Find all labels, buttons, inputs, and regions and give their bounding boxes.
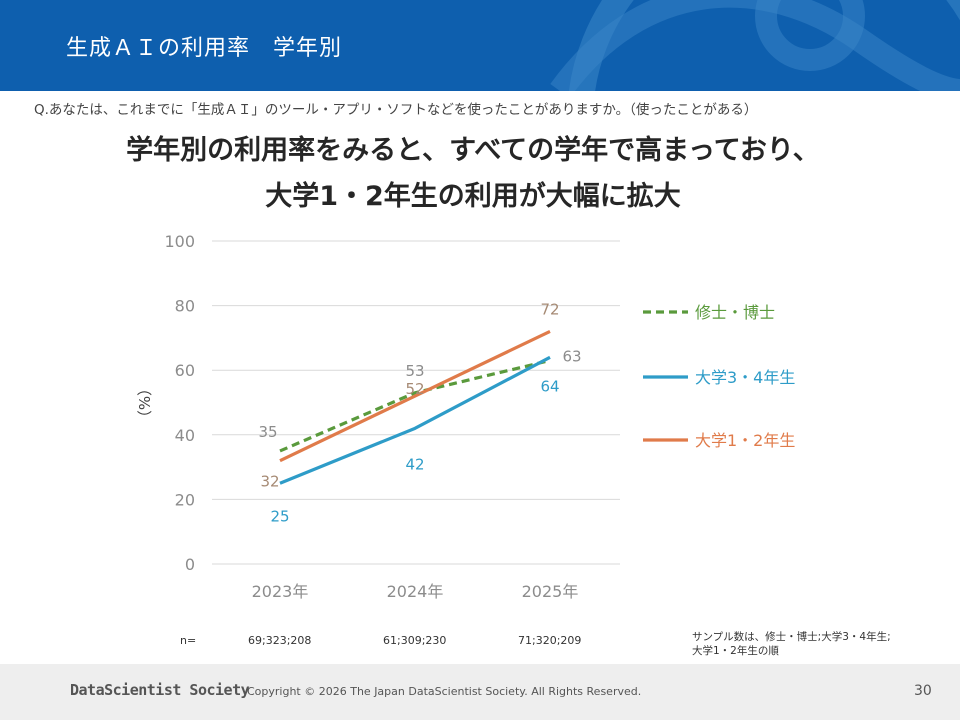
- sample-note-line-2: 大学1・2年生の順: [692, 645, 779, 657]
- header-decoration: [550, 0, 960, 91]
- data-label: 25: [270, 507, 289, 525]
- headline-line-1: 学年別の利用率をみると、すべての学年で高まっており、: [126, 135, 820, 166]
- page-number: 30: [914, 683, 932, 699]
- data-label: 52: [405, 380, 424, 398]
- data-label: 35: [258, 423, 277, 441]
- y-tick-label: 100: [164, 232, 195, 251]
- header-band: 生成ＡＩの利用率 学年別: [0, 0, 960, 91]
- footer-band: [0, 664, 960, 720]
- series-line-1: [279, 358, 551, 453]
- headline-line-2: 大学1・2年生の利用が大幅に拡大: [265, 181, 681, 212]
- legend-label-1: 修士・博士: [695, 303, 775, 322]
- series-line-2: [279, 355, 551, 485]
- data-label: 42: [405, 455, 424, 473]
- data-label: 53: [405, 362, 424, 380]
- y-tick-label: 60: [175, 361, 195, 380]
- y-tick-label: 0: [185, 555, 195, 574]
- data-label: 63: [562, 348, 581, 366]
- sample-note: サンプル数は、修士・博士;大学3・4年生; 大学1・2年生の順: [692, 630, 891, 658]
- legend-label-2: 大学3・4年生: [695, 368, 795, 387]
- sample-note-line-1: サンプル数は、修士・博士;大学3・4年生;: [692, 631, 891, 643]
- y-tick-label: 20: [175, 490, 195, 509]
- footer-copyright: Copyright © 2026 The Japan DataScientist…: [247, 685, 642, 698]
- sample-size-2023: 69;323;208: [248, 634, 312, 647]
- legend-label-3: 大学1・2年生: [695, 431, 795, 450]
- y-tick-label: 40: [175, 426, 195, 445]
- x-tick-label: 2024年: [387, 582, 444, 601]
- data-label: 72: [540, 300, 559, 318]
- y-axis-label: （%）: [136, 381, 154, 425]
- x-tick-label: 2023年: [252, 582, 309, 601]
- sample-size-2024: 61;309;230: [383, 634, 447, 647]
- x-tick-label: 2025年: [522, 582, 579, 601]
- y-tick-label: 80: [175, 297, 195, 316]
- series-line-3: [279, 329, 551, 463]
- survey-question: Q.あなたは、これまでに「生成ＡＩ」のツール・アプリ・ソフトなどを使ったことがあ…: [34, 102, 758, 118]
- footer-logo: DataScientist Society: [70, 681, 250, 699]
- data-label: 32: [260, 473, 279, 491]
- sample-size-2025: 71;320;209: [518, 634, 582, 647]
- sample-size-prefix: n=: [180, 634, 197, 647]
- slide-title: 生成ＡＩの利用率 学年別: [66, 36, 343, 61]
- data-label: 64: [540, 377, 559, 395]
